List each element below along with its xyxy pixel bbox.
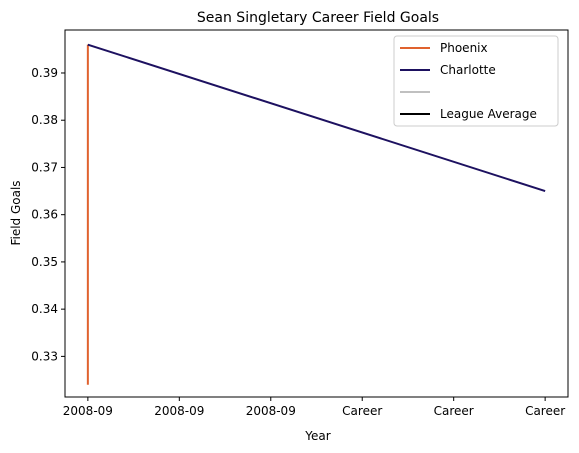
legend-box (393, 35, 559, 127)
y-tick-label: 0.36 (31, 208, 58, 222)
series-line-charlotte (87, 43, 546, 193)
x-tick-label: Career (434, 404, 474, 418)
legend-label: Charlotte (440, 63, 496, 77)
x-tick-label: 2008-09 (63, 404, 113, 418)
y-tick-label: 0.38 (31, 113, 58, 127)
y-tick-label: 0.39 (31, 66, 58, 80)
legend-label: League Average (440, 107, 537, 121)
x-tick-label: Career (525, 404, 565, 418)
plot-frame (64, 29, 569, 398)
x-tick-label: 2008-09 (246, 404, 296, 418)
y-tick-label: 0.33 (31, 349, 58, 363)
chart-title: Sean Singletary Career Field Goals (197, 10, 439, 26)
x-tick-label: Career (342, 404, 382, 418)
y-axis: 0.33 0.34 0.35 0.36 0.37 0.38 0.39 (31, 66, 65, 363)
y-tick-label: 0.37 (31, 160, 58, 174)
x-axis: 2008-09 2008-09 2008-09 Career Career Career (63, 397, 565, 418)
x-tick-label: 2008-09 (154, 404, 204, 418)
y-tick-label: 0.35 (31, 255, 58, 269)
legend: Phoenix Charlotte League Average (393, 35, 559, 127)
y-axis-label: Field Goals (9, 180, 23, 245)
x-axis-label: Year (304, 429, 330, 443)
y-tick-label: 0.34 (31, 302, 58, 316)
legend-label: Phoenix (440, 41, 488, 55)
plot-lines (86, 43, 546, 385)
